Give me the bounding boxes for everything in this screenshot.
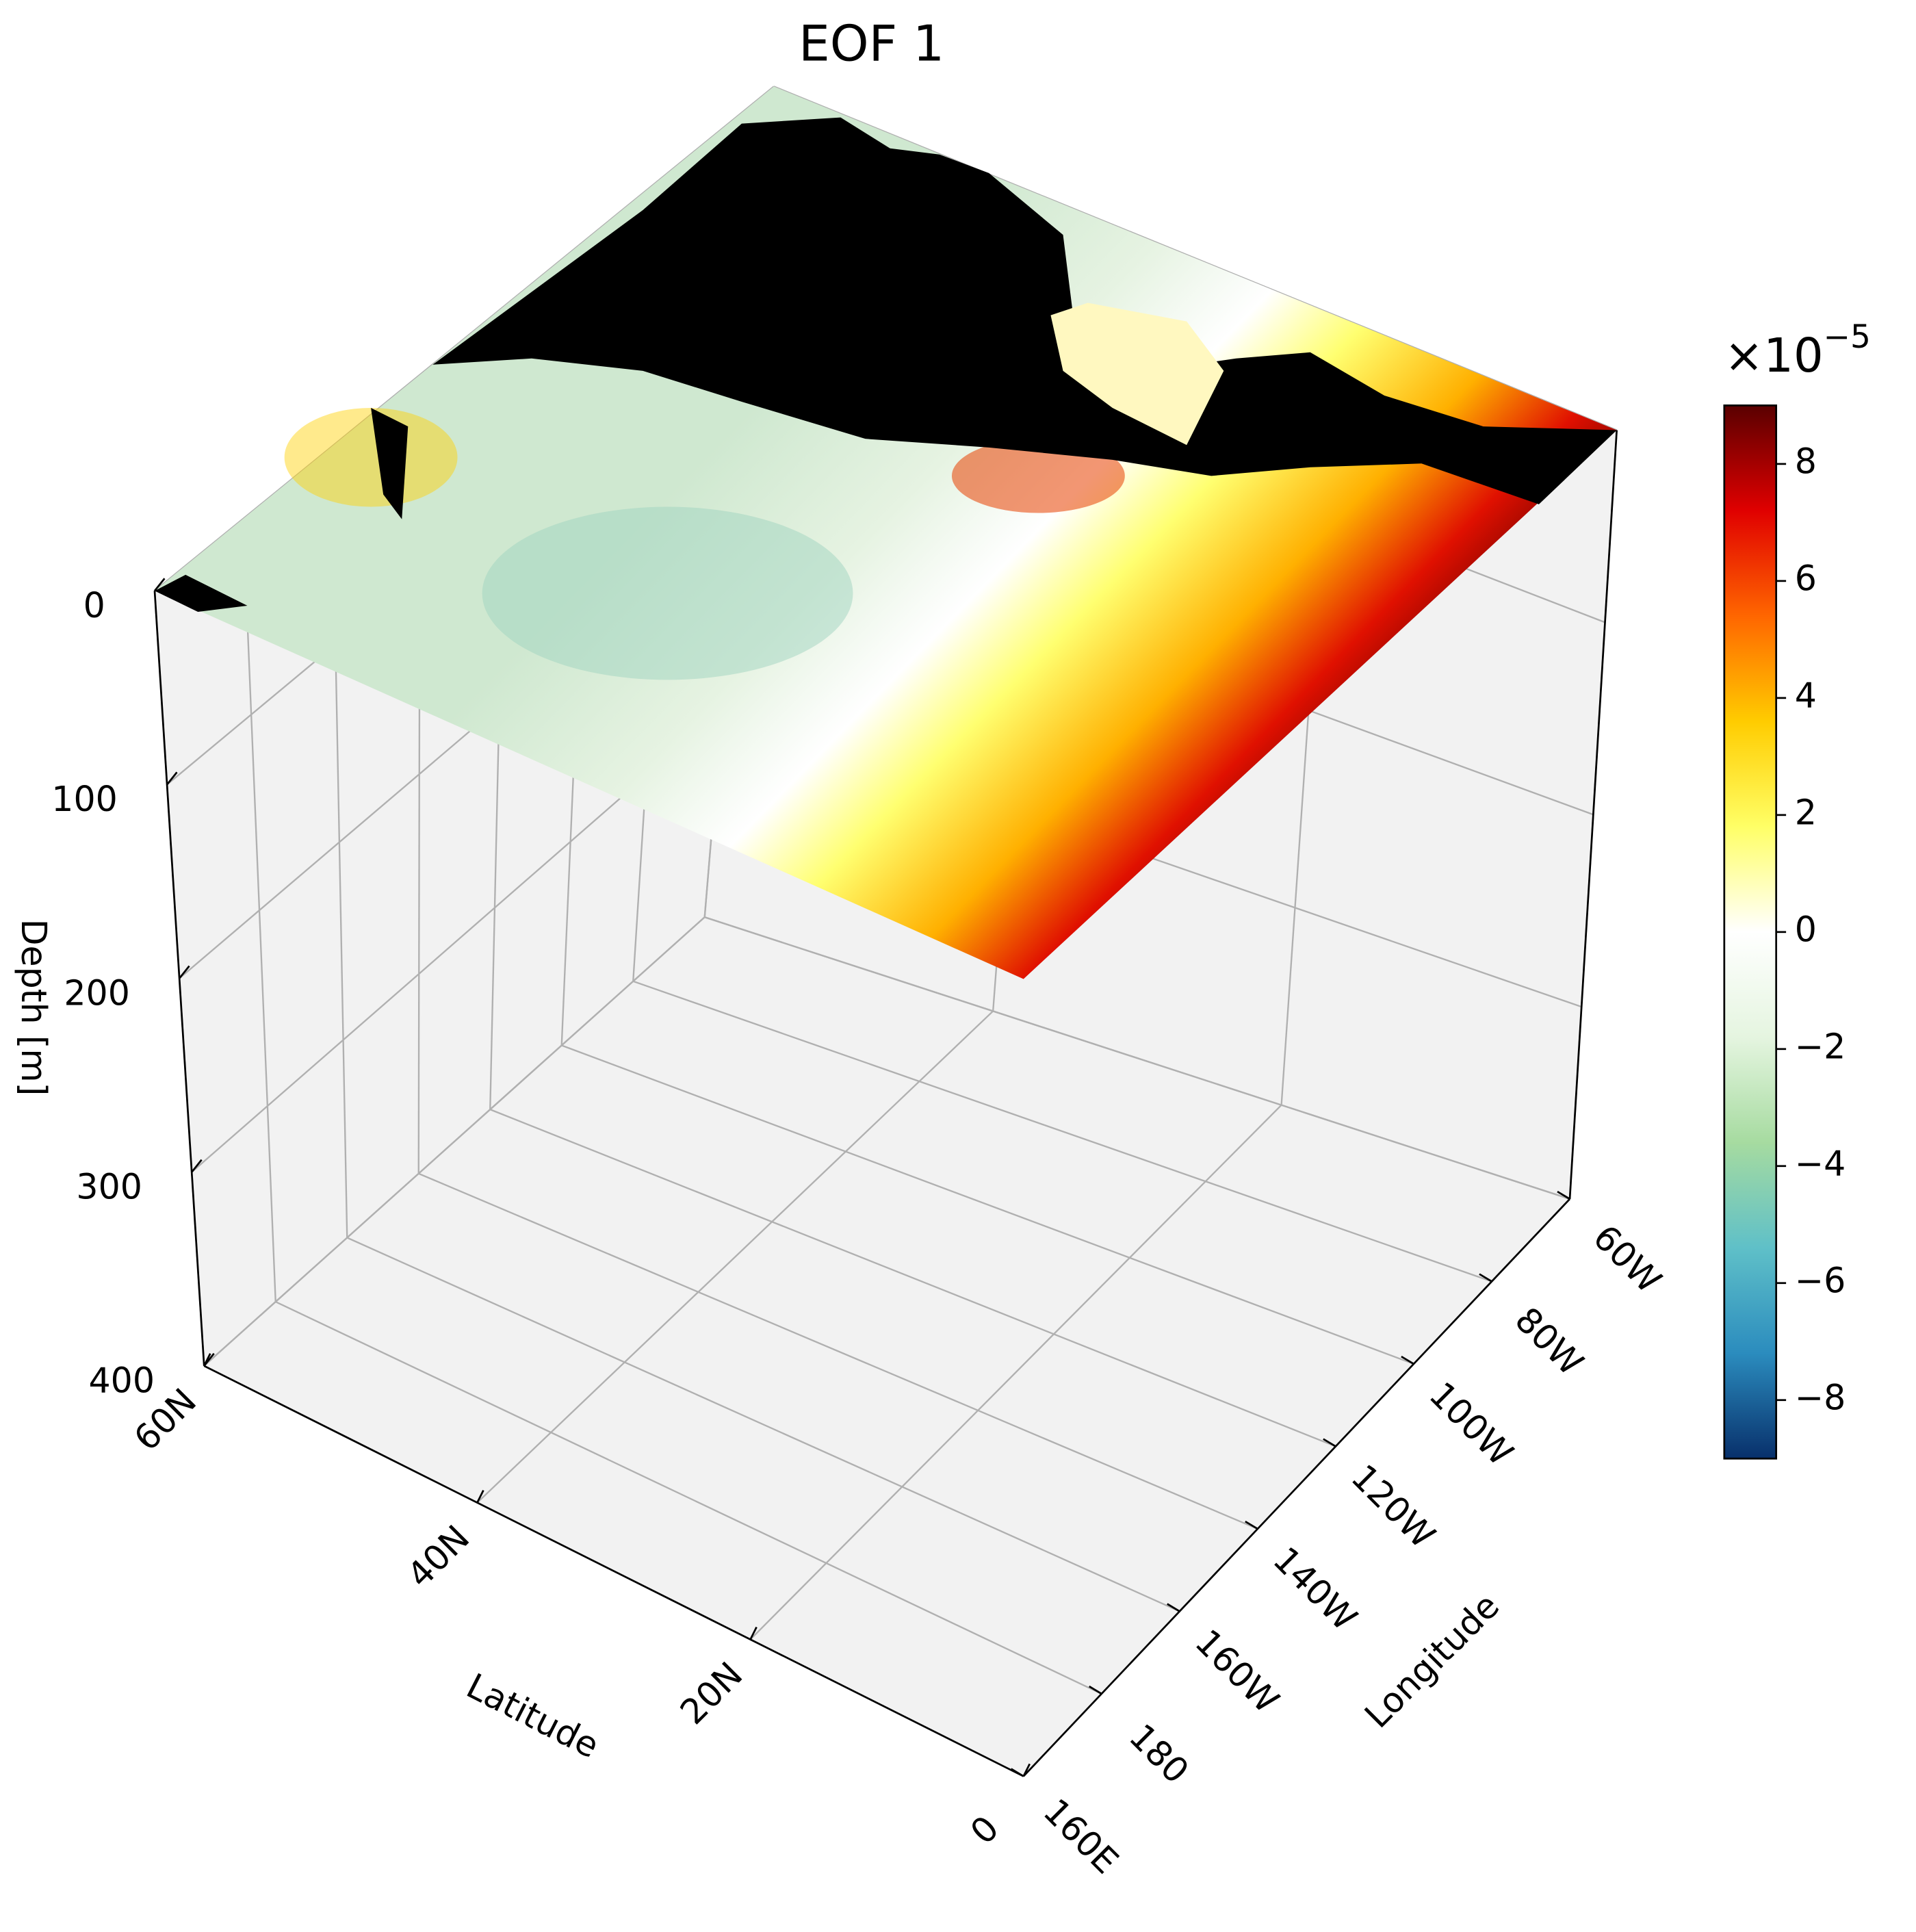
y-tick-label: 160W: [1187, 1621, 1286, 1721]
y-tick-label: 160E: [1036, 1791, 1127, 1882]
y-tick: [1167, 1603, 1180, 1612]
z-tick: [153, 578, 166, 592]
y-tick: [1089, 1685, 1102, 1695]
z-tick-label: 200: [64, 973, 130, 1013]
colorbar-tick-label: −6: [1795, 1260, 1846, 1300]
colorbar-exponent: −5: [1824, 318, 1871, 355]
x-tick: [476, 1489, 484, 1504]
colorbar-tick-label: 2: [1795, 792, 1817, 832]
colorbar-tick-label: 0: [1795, 909, 1817, 949]
field-patch: [951, 439, 1125, 513]
z-tick: [166, 771, 178, 786]
y-axis-label: Longitude: [1357, 1586, 1507, 1736]
colorbar-tick-label: 6: [1795, 558, 1817, 598]
y-tick-label: 80W: [1507, 1300, 1592, 1384]
axis-line: [1022, 1198, 1571, 1777]
y-tick: [1323, 1438, 1336, 1447]
z-tick: [191, 1159, 203, 1173]
axis-line: [1568, 430, 1618, 1200]
colorbar-multiplier: ×10: [1724, 329, 1824, 383]
grid-line: [203, 916, 705, 1367]
colorbar-tick-label: 4: [1795, 675, 1817, 715]
grid-line: [489, 1109, 1336, 1447]
grid-line: [749, 1104, 1282, 1640]
chart-title: EOF 1: [799, 16, 944, 73]
colorbar-offset: ×10−5: [1724, 318, 1871, 383]
grid-line: [704, 916, 1570, 1200]
colorbar-tick-label: −4: [1795, 1143, 1846, 1183]
grid-line: [476, 1010, 994, 1504]
x-tick-label: 0: [962, 1808, 1006, 1852]
land: [432, 117, 1617, 504]
x-axis-label: Latitude: [461, 1665, 606, 1766]
land: [155, 574, 248, 613]
y-tick-label: 60W: [1585, 1217, 1670, 1301]
z-tick: [179, 965, 190, 979]
grid-line: [632, 980, 1492, 1283]
y-tick-label: 180: [1122, 1716, 1197, 1791]
x-tick: [749, 1626, 758, 1640]
z-tick-label: 0: [83, 585, 105, 626]
x-tick-label: 40N: [399, 1517, 477, 1595]
field-patch: [1050, 302, 1224, 446]
grid-line: [561, 1044, 1414, 1365]
z-tick-label: 100: [51, 779, 118, 819]
x-tick: [203, 1353, 211, 1367]
y-tick-label: 120W: [1343, 1456, 1442, 1556]
axis-line: [153, 591, 205, 1366]
y-tick-label: 140W: [1265, 1539, 1364, 1638]
grid-line: [275, 1301, 1102, 1695]
x-tick-label: 20N: [673, 1654, 751, 1732]
y-tick-label: 100W: [1421, 1374, 1520, 1473]
axis-line: [203, 1365, 1024, 1777]
z-axis-label: Depth [m]: [14, 919, 54, 1096]
map-surface: [155, 86, 1617, 979]
field-patch: [284, 408, 458, 507]
grid-line: [242, 519, 276, 1302]
colorbar-tick-label: −2: [1795, 1026, 1846, 1066]
colorbar-tick-label: −8: [1795, 1377, 1846, 1417]
y-tick: [1401, 1355, 1414, 1365]
land: [371, 408, 409, 519]
z-tick-label: 400: [88, 1361, 155, 1401]
y-tick: [1479, 1273, 1492, 1283]
field-patch: [482, 506, 853, 680]
colorbar: [1723, 404, 1778, 1460]
grid-line: [418, 1172, 1258, 1530]
colorbar-tick-label: 8: [1795, 441, 1817, 481]
y-tick: [1245, 1520, 1258, 1530]
grid-line: [346, 1237, 1180, 1612]
y-tick: [1557, 1190, 1570, 1200]
z-tick-label: 300: [76, 1166, 142, 1207]
